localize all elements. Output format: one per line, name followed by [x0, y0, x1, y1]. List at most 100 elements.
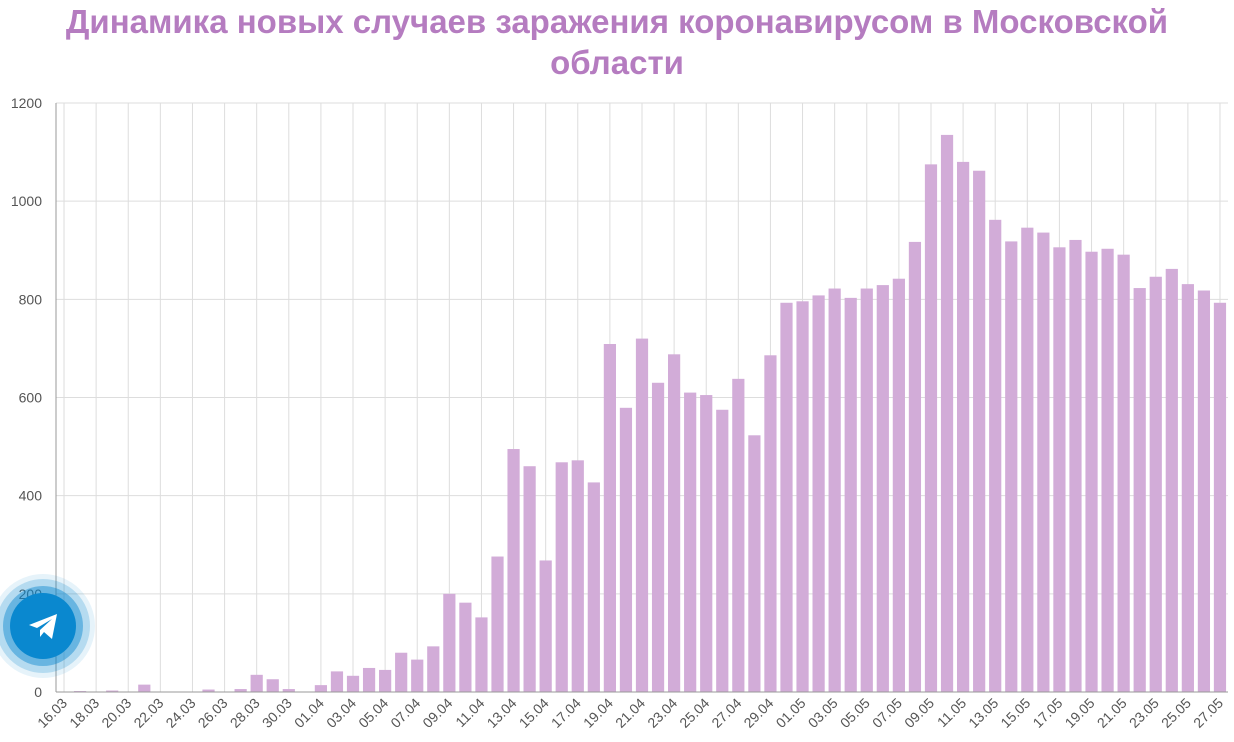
bars — [57, 134, 1227, 693]
bar — [1165, 268, 1178, 692]
bar — [523, 466, 536, 692]
x-tick-label: 13.05 — [965, 695, 1001, 731]
x-tick-label: 18.03 — [66, 695, 102, 731]
x-tick-label: 28.03 — [227, 695, 263, 731]
telegram-button[interactable] — [0, 568, 100, 684]
bar — [908, 241, 922, 693]
x-tick-label: 23.05 — [1126, 695, 1162, 731]
bar — [379, 669, 392, 692]
bar — [1101, 248, 1114, 692]
telegram-icon — [29, 614, 57, 639]
bar — [330, 671, 344, 692]
bar — [748, 435, 761, 692]
bar — [860, 288, 873, 692]
bar — [1069, 239, 1082, 692]
x-tick-label: 27.04 — [708, 695, 744, 731]
bar — [812, 295, 825, 692]
bar — [651, 382, 665, 692]
axes — [55, 103, 1228, 693]
x-tick-label: 09.05 — [901, 695, 937, 731]
x-tick-label: 27.05 — [1190, 695, 1226, 731]
bar — [587, 482, 600, 692]
bar — [1213, 302, 1227, 692]
bar — [1085, 251, 1098, 692]
x-tick-label: 21.04 — [612, 695, 648, 731]
x-tick-label: 16.03 — [34, 695, 70, 731]
title-line-1: Динамика новых случаев заражения коронав… — [65, 3, 1169, 40]
bar — [732, 378, 745, 692]
bar — [780, 302, 793, 692]
y-tick-label: 1000 — [11, 193, 42, 209]
bar — [507, 449, 520, 692]
x-tick-label: 11.05 — [934, 695, 970, 731]
x-tick-label: 21.05 — [1094, 695, 1130, 731]
y-tick-label: 1200 — [11, 95, 42, 111]
x-tick-label: 03.05 — [805, 695, 841, 731]
bar — [844, 297, 857, 692]
x-tick-label: 17.04 — [548, 695, 584, 731]
bar — [924, 164, 938, 692]
bar — [940, 134, 954, 692]
x-tick-label: 24.03 — [162, 695, 198, 731]
bar — [427, 646, 440, 692]
bar — [1021, 227, 1034, 692]
bar — [234, 689, 247, 692]
bar — [603, 343, 616, 692]
bar — [764, 355, 777, 692]
x-tick-label: 05.05 — [837, 695, 873, 731]
bar — [491, 556, 504, 692]
bar — [475, 617, 488, 692]
title-line-2: области — [550, 44, 684, 81]
bar — [1197, 290, 1211, 692]
bar — [106, 690, 119, 692]
x-tick-labels: 16.0318.0320.0322.0324.0326.0328.0330.03… — [34, 695, 1226, 731]
x-tick-label: 30.03 — [259, 695, 295, 731]
bar — [892, 278, 905, 692]
bar — [635, 338, 649, 692]
x-tick-label: 22.03 — [130, 695, 166, 731]
bar — [1181, 284, 1194, 692]
bar — [395, 652, 408, 692]
bar — [459, 602, 472, 692]
bar — [796, 301, 809, 692]
bar — [443, 593, 456, 692]
x-tick-label: 29.04 — [740, 695, 776, 731]
y-tick-label: 400 — [19, 488, 43, 504]
bar — [876, 285, 889, 692]
bar — [668, 354, 681, 692]
bar — [1133, 288, 1146, 692]
x-tick-label: 15.04 — [516, 695, 552, 731]
x-tick-label: 07.04 — [387, 695, 423, 731]
bar — [700, 395, 713, 692]
x-tick-label: 01.05 — [773, 695, 809, 731]
bar — [250, 674, 263, 692]
bar — [202, 689, 215, 692]
bar — [266, 679, 279, 692]
x-tick-label: 07.05 — [869, 695, 905, 731]
bar — [555, 462, 568, 692]
y-tick-label: 600 — [19, 390, 43, 406]
bar — [1037, 232, 1050, 692]
bar — [1149, 276, 1162, 692]
x-tick-label: 13.04 — [484, 695, 520, 731]
x-tick-label: 25.05 — [1158, 695, 1194, 731]
y-tick-label: 800 — [19, 291, 43, 307]
x-tick-label: 26.03 — [195, 695, 231, 731]
x-tick-label: 11.04 — [452, 695, 488, 731]
y-tick-label: 0 — [34, 684, 42, 700]
x-tick-label: 15.05 — [997, 695, 1033, 731]
bar — [411, 659, 424, 692]
bar — [973, 170, 986, 693]
x-tick-label: 25.04 — [676, 695, 712, 731]
bar — [1117, 254, 1130, 693]
x-tick-label: 20.03 — [98, 695, 134, 731]
bar — [314, 685, 328, 692]
bar — [989, 219, 1002, 692]
x-tick-label: 05.04 — [355, 695, 391, 731]
bar — [716, 409, 729, 692]
x-tick-label: 03.04 — [323, 695, 359, 731]
bar — [539, 560, 552, 692]
x-tick-label: 09.04 — [419, 695, 455, 731]
